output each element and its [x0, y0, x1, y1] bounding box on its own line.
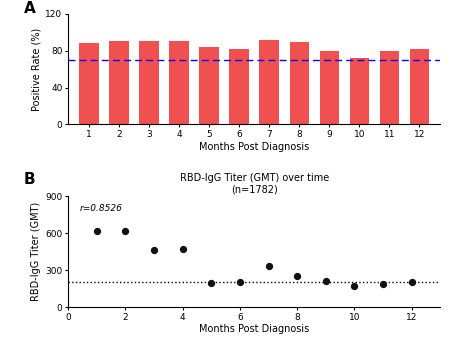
Point	[122, 229, 129, 234]
X-axis label: Months Post Diagnosis: Months Post Diagnosis	[199, 142, 309, 152]
Bar	[380, 51, 399, 125]
Point	[93, 228, 100, 234]
Bar	[169, 41, 189, 125]
Point	[351, 283, 358, 288]
Text: r=0.8526: r=0.8526	[79, 204, 122, 213]
Y-axis label: Positive Rate (%): Positive Rate (%)	[31, 28, 41, 111]
X-axis label: Months Post Diagnosis: Months Post Diagnosis	[199, 324, 309, 334]
Point	[265, 264, 272, 269]
Bar	[320, 51, 339, 125]
Bar	[410, 49, 429, 125]
Point	[150, 248, 158, 253]
Bar	[199, 47, 219, 125]
Text: B: B	[24, 172, 35, 187]
Bar	[290, 42, 309, 125]
Point	[380, 281, 387, 286]
Y-axis label: RBD-IgG Titer (GMT): RBD-IgG Titer (GMT)	[31, 202, 41, 301]
Bar	[350, 58, 369, 125]
Title: RBD-IgG Titer (GMT) over time
(n=1782): RBD-IgG Titer (GMT) over time (n=1782)	[180, 172, 329, 194]
Bar	[79, 43, 99, 125]
Point	[322, 278, 330, 283]
Point	[179, 246, 186, 252]
Text: A: A	[24, 1, 35, 16]
Bar	[260, 40, 279, 125]
Bar	[229, 49, 249, 125]
Point	[207, 280, 215, 286]
Point	[408, 280, 415, 285]
Point	[294, 273, 301, 278]
Bar	[139, 41, 159, 125]
Point	[236, 280, 243, 285]
Bar	[109, 41, 129, 125]
